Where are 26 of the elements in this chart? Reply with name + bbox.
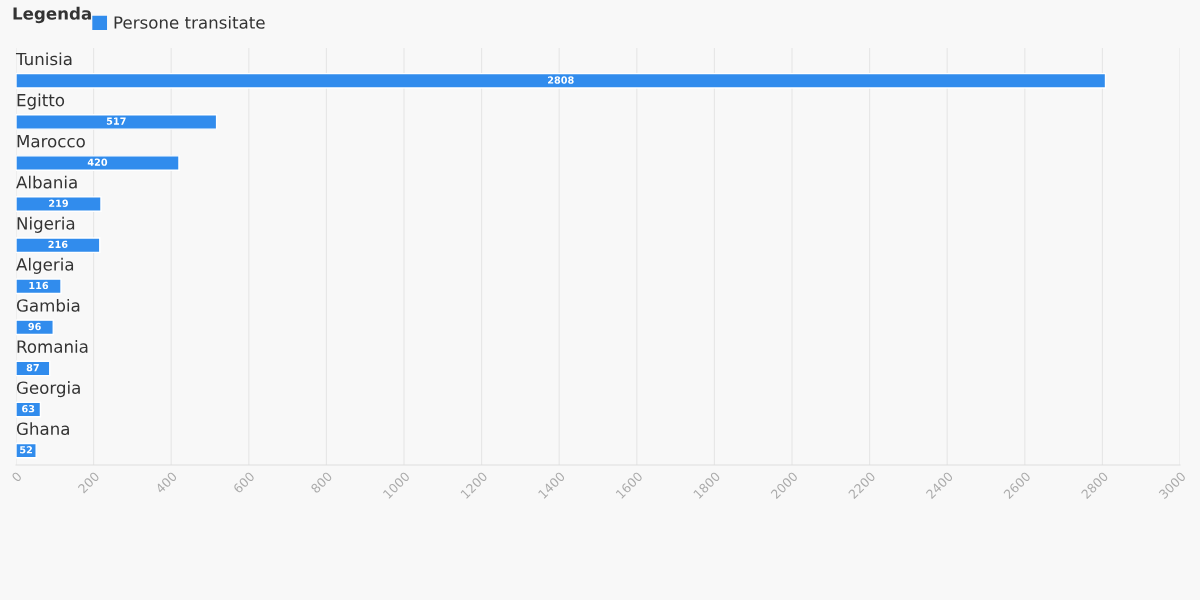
data-label: 219	[49, 199, 69, 207]
data-label: 52	[20, 446, 33, 454]
x-tick-label: 0	[11, 471, 23, 483]
data-label: 420	[87, 158, 108, 166]
y-tick-label: Ghana	[16, 422, 69, 436]
y-tick-label: Romania	[17, 340, 88, 353]
data-label: 63	[22, 405, 35, 413]
data-label: 2808	[547, 76, 574, 84]
y-tick-label: Egitto	[17, 93, 65, 110]
y-tick-label: Gambia	[16, 298, 80, 312]
data-label: 87	[26, 363, 39, 372]
x-tick-label: 800	[310, 471, 333, 494]
data-label: 96	[28, 322, 41, 331]
x-tick-label: 600	[232, 471, 256, 494]
legend-title: Legenda	[13, 6, 91, 24]
y-tick-label: Georgia	[16, 381, 80, 398]
data-label: 517	[106, 117, 126, 125]
data-label: 116	[29, 281, 49, 290]
x-tick-label: 400	[154, 471, 178, 494]
y-tick-label: Algeria	[16, 257, 74, 274]
y-tick-label: Albania	[16, 175, 77, 189]
y-tick-label: Nigeria	[17, 216, 75, 233]
y-tick-label: Marocco	[17, 135, 85, 148]
legend-label: Persone transitate	[114, 15, 265, 29]
y-tick-label: Tunisia	[15, 52, 72, 66]
data-label: 216	[48, 240, 68, 249]
